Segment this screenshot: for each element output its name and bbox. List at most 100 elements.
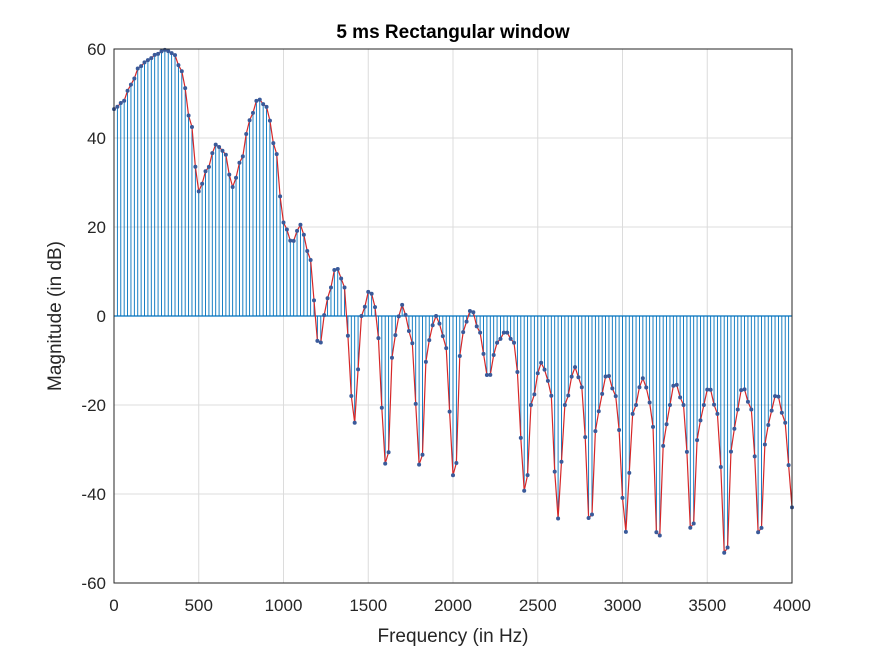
- sample-marker: [545, 378, 550, 383]
- sample-marker: [671, 383, 676, 388]
- sample-marker: [427, 338, 432, 343]
- sample-marker: [230, 184, 235, 189]
- sample-marker: [478, 330, 483, 335]
- sample-marker: [301, 232, 306, 237]
- sample-marker: [640, 376, 645, 381]
- sample-marker: [132, 76, 137, 81]
- sample-marker: [444, 346, 449, 351]
- sample-marker: [393, 333, 398, 338]
- sample-marker: [542, 367, 547, 372]
- x-tick-label: 3000: [604, 596, 642, 615]
- sample-marker: [630, 411, 635, 416]
- sample-marker: [454, 460, 459, 465]
- sample-marker: [145, 58, 150, 63]
- sample-marker: [525, 473, 530, 478]
- sample-marker: [712, 402, 717, 407]
- sample-marker: [342, 285, 347, 290]
- sample-marker: [451, 473, 455, 478]
- sample-marker: [613, 394, 618, 399]
- sample-marker: [322, 313, 327, 318]
- y-tick-label: -60: [81, 574, 106, 593]
- sample-marker: [339, 276, 344, 281]
- sample-marker: [728, 449, 733, 454]
- sample-marker: [617, 428, 622, 433]
- sample-marker: [783, 420, 788, 425]
- sample-marker: [589, 512, 594, 517]
- sample-marker: [539, 360, 544, 365]
- sample-marker: [776, 394, 781, 399]
- sample-marker: [312, 298, 317, 303]
- sample-marker: [718, 464, 723, 469]
- sample-marker: [735, 407, 740, 412]
- sample-marker: [139, 64, 144, 69]
- sample-marker: [528, 403, 533, 407]
- sample-marker: [217, 144, 222, 149]
- sample-marker: [423, 359, 428, 364]
- sample-marker: [356, 367, 361, 372]
- sample-marker: [651, 424, 656, 429]
- sample-marker: [298, 222, 303, 227]
- sample-marker: [420, 452, 425, 457]
- sample-marker: [359, 314, 364, 318]
- sample-marker: [278, 194, 283, 199]
- sample-marker: [240, 154, 245, 159]
- sample-marker: [406, 329, 411, 334]
- sample-marker: [169, 51, 174, 56]
- x-tick-label: 1500: [349, 596, 387, 615]
- sample-marker: [237, 160, 242, 165]
- sample-marker: [586, 516, 591, 521]
- sample-marker: [705, 387, 710, 392]
- sample-marker: [745, 399, 750, 404]
- sample-marker: [213, 142, 218, 147]
- sample-marker: [657, 533, 662, 538]
- sample-marker: [715, 411, 720, 416]
- x-tick-label: 1000: [265, 596, 303, 615]
- sample-marker: [779, 410, 784, 415]
- sample-marker: [315, 338, 320, 343]
- x-tick-label: 0: [109, 596, 118, 615]
- sample-marker: [437, 321, 442, 326]
- sample-marker: [128, 82, 133, 87]
- y-tick-label: -20: [81, 396, 106, 415]
- sample-marker: [522, 488, 527, 493]
- sample-marker: [332, 268, 337, 273]
- sample-marker: [135, 66, 140, 71]
- sample-marker: [786, 463, 791, 468]
- sample-marker: [667, 403, 672, 407]
- sample-marker: [562, 403, 567, 407]
- x-tick-label: 3500: [688, 596, 726, 615]
- sample-marker: [159, 49, 164, 54]
- sample-marker: [701, 403, 706, 407]
- sample-marker: [386, 450, 391, 455]
- sample-marker: [410, 341, 415, 346]
- sample-marker: [467, 308, 472, 313]
- sample-marker: [515, 370, 520, 375]
- sample-marker: [708, 387, 713, 392]
- sample-marker: [742, 387, 747, 392]
- sample-marker: [566, 393, 571, 398]
- sample-marker: [732, 426, 737, 431]
- sample-marker: [695, 438, 700, 443]
- sample-marker: [400, 302, 405, 307]
- sample-marker: [569, 374, 574, 379]
- sample-marker: [271, 141, 276, 146]
- sample-marker: [556, 516, 561, 521]
- sample-marker: [325, 296, 330, 301]
- sample-marker: [674, 382, 679, 387]
- sample-marker: [345, 333, 350, 338]
- sample-marker: [203, 169, 208, 174]
- sample-marker: [284, 227, 289, 232]
- sample-marker: [254, 98, 259, 103]
- sample-marker: [396, 314, 401, 319]
- sample-marker: [593, 429, 598, 434]
- sample-marker: [115, 104, 120, 109]
- sample-marker: [644, 385, 649, 390]
- y-tick-label: 40: [87, 129, 106, 148]
- sample-marker: [295, 228, 300, 233]
- sample-marker: [491, 352, 496, 357]
- sample-marker: [430, 323, 435, 328]
- sample-marker: [366, 289, 371, 294]
- sample-marker: [678, 395, 683, 400]
- sample-marker: [610, 386, 615, 391]
